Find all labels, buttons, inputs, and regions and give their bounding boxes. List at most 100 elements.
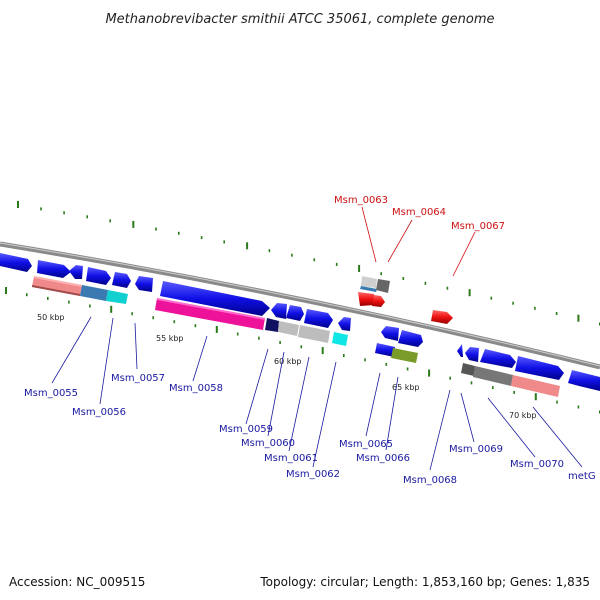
gene-label-msm-0070[interactable]: Msm_0070 (510, 459, 564, 470)
gene-arrow[interactable] (69, 265, 83, 279)
gene-arrow[interactable] (135, 276, 153, 292)
scale-label-70kbp: 70 kbp (509, 411, 537, 420)
tick-mark (173, 320, 176, 324)
gene-label-msm-0068[interactable]: Msm_0068 (403, 475, 457, 486)
tick-mark (258, 336, 260, 340)
gene-arrow[interactable] (358, 292, 375, 306)
tick-mark (446, 286, 449, 290)
tick-mark (155, 227, 157, 231)
gene-arrow[interactable] (457, 344, 463, 357)
gene-box[interactable] (375, 343, 395, 357)
topology-text: Topology: circular; Length: 1,853,160 bp… (259, 575, 590, 589)
gene-label-msm-0067[interactable]: Msm_0067 (451, 221, 505, 232)
genome-backbone-highlight (0, 242, 600, 367)
tick-mark (534, 306, 536, 310)
tick-mark (300, 345, 303, 349)
scale-label-60kbp: 60 kbp (274, 357, 302, 366)
gene-arrow[interactable] (398, 330, 423, 347)
tick-mark (109, 219, 111, 223)
gene-arrow[interactable] (286, 305, 304, 321)
gene-label-msm-0061[interactable]: Msm_0061 (264, 453, 318, 464)
gene-arrow[interactable] (37, 260, 71, 278)
tick-mark (17, 201, 19, 208)
gene-arrow[interactable] (465, 347, 479, 362)
tick-mark (86, 215, 88, 219)
tick-mark (513, 390, 515, 394)
gene-arrow[interactable] (381, 326, 399, 341)
gene-label-msm-0058[interactable]: Msm_0058 (169, 383, 223, 394)
tick-mark (131, 312, 133, 316)
tick-mark (385, 362, 388, 366)
gene-label-msm-0063[interactable]: Msm_0063 (334, 195, 388, 206)
gene-arrow[interactable] (568, 370, 600, 391)
tick-mark (512, 301, 514, 305)
tick-mark (534, 393, 537, 401)
gene-label-msm-0055[interactable]: Msm_0055 (24, 388, 78, 399)
gene-label-msm-0062[interactable]: Msm_0062 (286, 469, 340, 480)
gene-arrow[interactable] (271, 303, 287, 319)
tick-mark (556, 400, 558, 404)
tick-mark (424, 281, 427, 285)
gene-arrow[interactable] (112, 272, 131, 288)
tick-mark (358, 265, 361, 272)
gene-arrow[interactable] (160, 281, 270, 316)
tick-mark (63, 211, 65, 215)
gene-label-msm-0059[interactable]: Msm_0059 (219, 424, 273, 435)
gene-label-msm-0060[interactable]: Msm_0060 (241, 438, 295, 449)
gene-arrow[interactable] (0, 253, 32, 272)
tick-mark (132, 220, 135, 228)
gene-arrow[interactable] (304, 309, 333, 328)
gene-label-msm-0064[interactable]: Msm_0064 (392, 207, 446, 218)
gene-arrow[interactable] (338, 317, 351, 331)
tick-mark (5, 287, 7, 294)
tick-mark (68, 300, 70, 304)
tick-mark (468, 289, 471, 297)
gene-label-msm-0056[interactable]: Msm_0056 (72, 407, 126, 418)
tick-mark (492, 386, 494, 390)
scale-label-55kbp: 55 kbp (156, 334, 184, 343)
gene-labels: Msm_0055 Msm_0056 Msm_0057 Msm_0058 Msm_… (24, 195, 596, 486)
tick-mark (321, 347, 324, 355)
tick-mark (246, 242, 249, 250)
gene-arrow[interactable] (431, 310, 453, 324)
gene-arrow[interactable] (372, 295, 385, 307)
tick-mark (449, 376, 451, 380)
tick-mark (215, 325, 218, 333)
tick-mark (236, 332, 239, 336)
tick-mark (110, 305, 113, 313)
tick-mark (194, 324, 197, 328)
scale-label-65kbp: 65 kbp (392, 383, 420, 392)
tick-mark (406, 367, 409, 371)
tick-mark (223, 240, 225, 244)
outer-tick-ring (17, 201, 600, 326)
tick-mark (268, 249, 271, 253)
forward-strand-genes (0, 253, 600, 391)
genome-backbone (0, 241, 600, 370)
tick-mark (26, 293, 28, 297)
gene-label-msm-0065[interactable]: Msm_0065 (339, 439, 393, 450)
tick-mark (490, 296, 493, 300)
accession-text: Accession: NC_009515 (9, 575, 145, 589)
tick-mark (313, 258, 316, 262)
gene-arrow[interactable] (480, 349, 516, 368)
gene-label-msm-0069[interactable]: Msm_0069 (449, 444, 503, 455)
tick-mark (279, 341, 281, 344)
gene-label-msm-0057[interactable]: Msm_0057 (111, 373, 165, 384)
gene-label-msm-0066[interactable]: Msm_0066 (356, 453, 410, 464)
tick-mark (178, 231, 180, 235)
gene-label-metg[interactable]: metG (568, 471, 596, 482)
tick-mark (200, 236, 203, 240)
map-title: Methanobrevibacter smithii ATCC 35061, c… (105, 12, 494, 27)
gene-arrow[interactable] (86, 267, 111, 285)
tick-mark (577, 314, 580, 322)
tick-mark (40, 207, 42, 211)
tick-mark (577, 405, 580, 409)
gene-arrow[interactable] (515, 356, 564, 380)
tick-mark (402, 277, 405, 280)
tick-mark (291, 253, 293, 257)
tick-mark (364, 358, 366, 362)
inner-tick-ring (5, 287, 600, 414)
tick-mark (428, 369, 431, 377)
tick-mark (343, 354, 345, 357)
